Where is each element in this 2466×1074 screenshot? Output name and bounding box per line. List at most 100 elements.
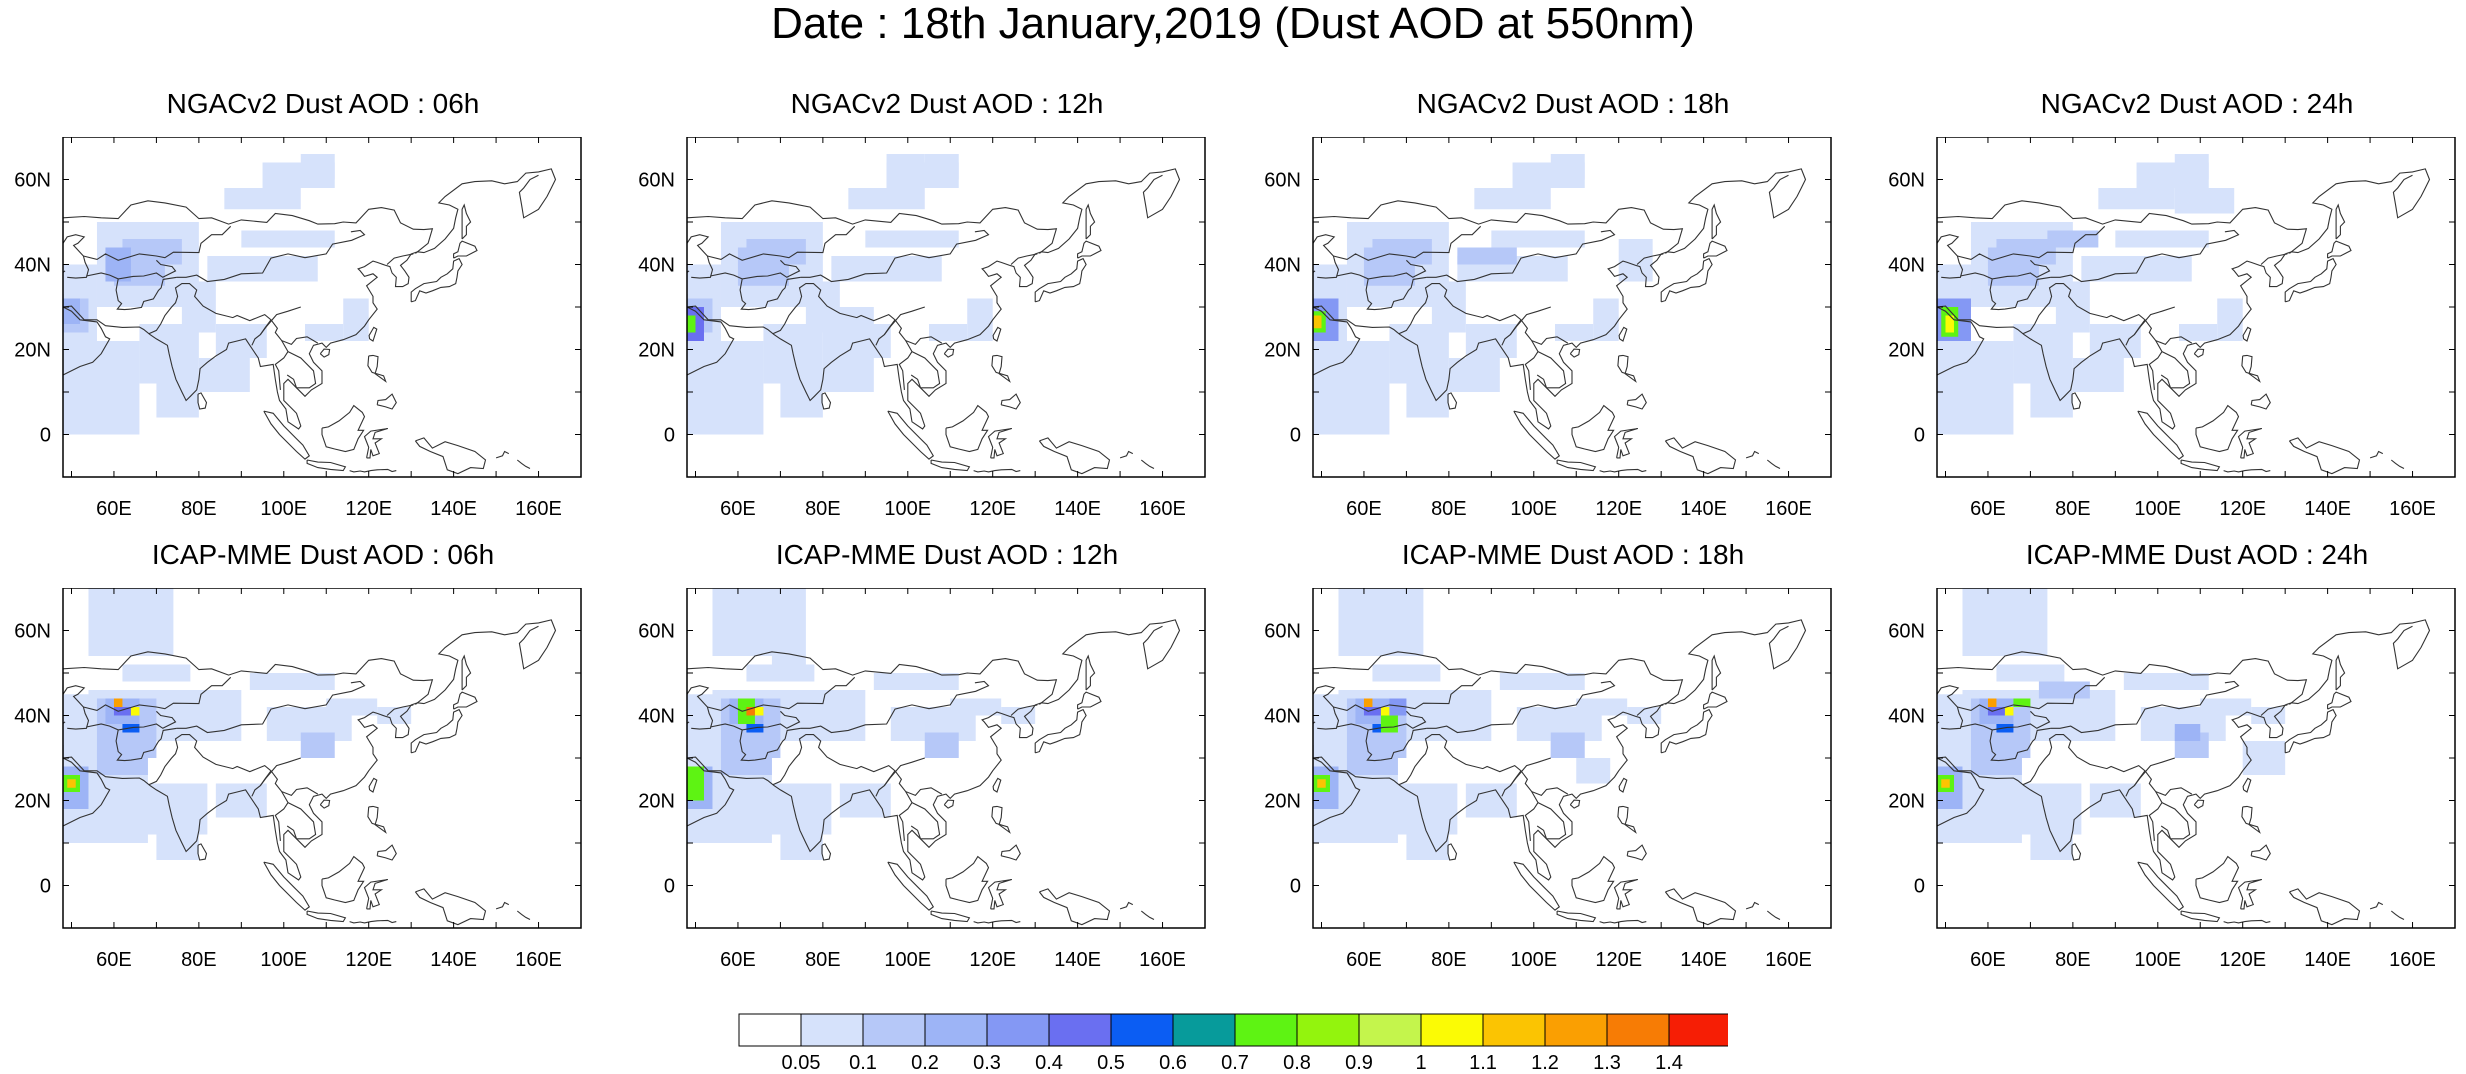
coastline-path (1960, 259, 2051, 280)
aod-cell (2123, 673, 2209, 690)
map-panel: ICAP-MME Dust AOD : 06h 60E 80E 100E 120E 140… (14, 540, 643, 1048)
lon-tick-label: 80E (2055, 498, 2091, 520)
colorbar-box (1482, 1013, 1546, 1047)
coastline-path (306, 910, 347, 923)
coastline-path (1703, 691, 1728, 710)
colorbar-box (986, 1013, 1050, 1047)
coastline-path (772, 283, 896, 346)
aod-cell (130, 707, 140, 716)
dust-field (1313, 588, 1662, 860)
coastline-path (2327, 240, 2352, 259)
aod-cell (1576, 698, 1628, 716)
coastline-path (1626, 393, 1647, 410)
colorbar-box (1234, 1013, 1298, 1047)
lat-tick-label: 40N (1264, 255, 1301, 277)
coastline-path (1365, 727, 1427, 762)
aod-cell (215, 324, 267, 358)
coastline-path (800, 229, 990, 283)
coastline-path (2193, 348, 2205, 358)
aod-cell (1465, 783, 1517, 818)
coastline-path (2237, 878, 2262, 910)
coastline-path (274, 340, 289, 390)
coastline-path (1556, 459, 1597, 472)
lon-tick-label: 120E (2219, 498, 2266, 520)
dust-aod-map: 60E 80E 100E 120E 140E 160E 60N 40N 20N 0 (1888, 588, 2456, 971)
aod-cell (1363, 707, 1381, 716)
aod-cell (720, 749, 772, 775)
lon-tick-label: 140E (430, 498, 477, 520)
coastline-path (687, 685, 714, 730)
coastline-path (349, 468, 397, 473)
lat-tick-label: 40N (638, 255, 675, 277)
colorbar-tick-label: 0.3 (973, 1052, 1001, 1074)
coastline-path (1636, 253, 1664, 265)
coastline-path (263, 410, 311, 460)
coastline-path (2050, 229, 2240, 283)
aod-cell (780, 383, 823, 418)
coastline-path (319, 799, 331, 809)
coastline-path (2260, 253, 2288, 265)
coastline-path (987, 427, 1012, 459)
colorbar-tick-label: 0.1 (849, 1052, 877, 1074)
lon-tick-label: 120E (1595, 498, 1642, 520)
dust-aod-map: 60E 80E 100E 120E 140E 160E 60N 40N 20N 0 (638, 588, 1206, 971)
dust-field (687, 154, 993, 435)
coastline-path (270, 319, 319, 346)
coastline-path (270, 770, 319, 797)
aod-cell (207, 256, 318, 282)
aod-cell (746, 664, 815, 682)
coastline-path (2223, 919, 2271, 924)
coastline-path (148, 734, 272, 797)
aod-cell (2013, 783, 2082, 835)
coastline-path (1313, 234, 1340, 279)
lon-tick-label: 140E (1054, 498, 1101, 520)
dust-aod-map: 60E 80E 100E 120E 140E 160E 60N 40N 20N 0 (1264, 137, 1832, 520)
lat-tick-label: 60N (1264, 621, 1301, 643)
coastline-path (1618, 326, 1628, 342)
coastline-path (363, 427, 388, 459)
coastline-path (516, 459, 531, 469)
colorbar-tick-label: 0.05 (781, 1052, 821, 1074)
coastline-path (2284, 257, 2337, 303)
coastline-path (2288, 888, 2361, 926)
coastline-path (1034, 257, 1087, 303)
coastline-path (2022, 283, 2146, 346)
coastline-path (63, 685, 90, 730)
aod-cell (2089, 783, 2141, 818)
lon-tick-label: 120E (969, 498, 1016, 520)
coastline-path (410, 257, 463, 303)
figure-title: Date : 18th January,2019 (Dust AOD at 55… (771, 0, 1695, 48)
panel-title: ICAP-MME Dust AOD : 06h (151, 539, 495, 570)
coastline-path (1989, 276, 2051, 311)
colorbar-tick-label: 1.3 (1593, 1052, 1621, 1074)
lat-tick-label: 40N (638, 706, 675, 728)
coastline-path (2390, 910, 2405, 920)
lat-tick-label: 40N (14, 255, 51, 277)
coastline-path (63, 306, 111, 376)
coastline-path (1937, 234, 1964, 279)
lon-tick-label: 120E (1595, 949, 1642, 971)
coastline-path (973, 919, 1021, 924)
colorbar-box (800, 1013, 864, 1047)
coastline-path (1664, 437, 1737, 475)
dust-field (63, 588, 412, 860)
lat-tick-label: 20N (14, 340, 51, 362)
coastline-path (1313, 757, 1361, 827)
coastline-path (1333, 676, 1482, 712)
aod-cell (1389, 783, 1458, 835)
lon-tick-label: 60E (720, 949, 756, 971)
coastline-path (1937, 757, 1985, 827)
coastline-path (739, 727, 801, 762)
coastline-path (1085, 654, 1096, 691)
map-panel: NGACv2 Dust AOD : 18h 60E 80E 100E 120E 140E 1… (1264, 89, 1893, 597)
coastline-path (707, 225, 856, 261)
lat-tick-label: 20N (638, 791, 675, 813)
lon-tick-label: 60E (1346, 949, 1382, 971)
coastlines (1313, 619, 1807, 926)
aod-cell (305, 324, 344, 341)
lon-tick-label: 100E (260, 498, 307, 520)
coastline-path (687, 234, 714, 279)
colorbar-box (1048, 1013, 1112, 1047)
coastline-path (453, 240, 478, 259)
coastline-path (2148, 340, 2163, 390)
